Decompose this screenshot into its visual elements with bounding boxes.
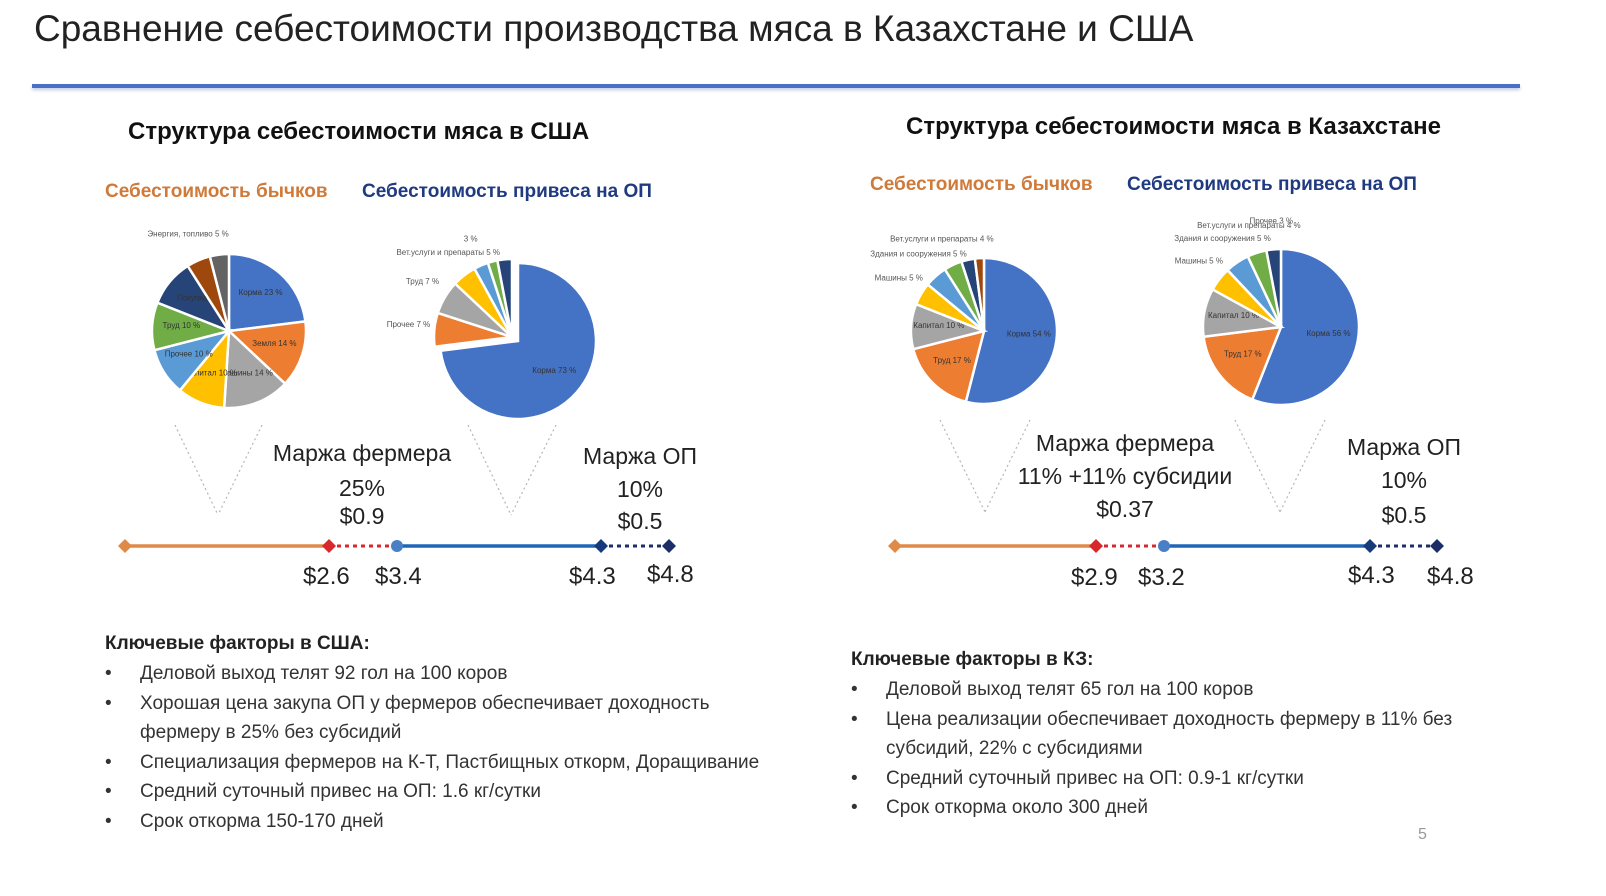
pie-data-label: Машины 5 % [1175,256,1223,265]
pie-slice [227,252,307,333]
pie-slice [495,257,514,338]
list-item: Специализация фермеров на К-Т, Пастбищны… [105,748,805,778]
timeline-point [391,540,403,552]
kz-factors-title: Ключевые факторы в КЗ: [851,649,1094,670]
usa-feedlot-label: Себестоимость привеса на ОП [362,181,652,202]
list-item: Средний суточный привес на ОП: 1.6 кг/су… [105,777,805,807]
list-item: Деловой выход телят 92 гол на 100 коров [105,659,805,689]
pie-slice [439,261,598,421]
pie-data-label: Вет.услуги и препараты 5 % [396,248,500,257]
kz-feedlot-margin-value: $0.5 [1381,502,1427,528]
timeline-point [1089,539,1103,553]
funnel-line [1279,419,1326,513]
pie-data-label: Энергия, топливо 5 % [147,229,228,238]
timeline-point [322,539,336,553]
pie-slice [964,256,1059,406]
pie-slice [911,329,986,404]
timeline-point [1158,540,1170,552]
kz-farmer-margin-percent: 11% +11% субсидии [1017,463,1233,489]
usa-farmer-margin-label: Маржа фермера [272,440,452,466]
pie-data-label: Вет.услуги и препараты 4 % [1197,221,1301,230]
pie-slice [1264,247,1283,328]
usa-price-4: $4.8 [647,561,694,588]
usa-factors-title: Ключевые факторы в США: [105,633,370,654]
kz-price-2: $3.2 [1138,564,1185,591]
funnel-line [939,419,986,513]
usa-calves-label: Себестоимость бычков [105,181,328,202]
funnel-line [1234,419,1281,513]
kz-panel-title: Структура себестоимости мяса в Казахстан… [906,113,1442,140]
usa-feedlot-margin-percent: 10% [616,476,664,502]
pie-slice [208,252,231,332]
pie-data-label: Прочее 3 % [1249,216,1293,225]
kz-price-1: $2.9 [1071,564,1118,591]
pie-data-label: Здания и сооружения 5 % [1174,234,1271,243]
list-item: Срок откорма 150-170 дней [105,807,805,837]
pie-data-label: Труд 17 % [1224,350,1262,359]
list-item: Деловой выход телят 65 гол на 100 коров [851,675,1501,705]
kz-feedlot-margin-label: Маржа ОП [1347,434,1461,460]
kz-price-3: $4.3 [1348,562,1395,589]
kz-calves-label: Себестоимость бычков [870,174,1093,195]
timeline-start-point [888,539,902,553]
pie-data-label: Здания и сооружения 5 % [870,250,967,259]
usa-factors-list: Деловой выход телят 92 гол на 100 коров … [105,659,805,836]
usa-feedlot-margin-value: $0.5 [617,508,663,534]
usa-price-3: $4.3 [569,563,616,590]
pie-data-label: Труд 17 % [933,356,971,365]
timeline-point [1363,539,1377,553]
list-item: Хорошая цена закупа ОП у фермеров обеспе… [105,689,750,748]
kz-farmer-margin-value: $0.37 [1096,496,1154,522]
kz-price-4: $4.8 [1427,563,1474,590]
pie-data-label: Земля 14 % [252,339,296,348]
usa-price-2: $3.4 [375,563,422,590]
pie-data-label: Капитал 10 % [1208,311,1259,320]
pie-slice [1250,247,1361,407]
funnel-line [217,424,263,516]
timeline-point [662,539,676,553]
funnel-line [510,424,557,516]
pie-data-label: Труд 10 % [163,321,201,330]
pie-data-label: Капитал 10 % [913,321,964,330]
usa-farmer-margin-percent: 25% [338,475,386,501]
usa-farmer-margin-value: $0.9 [339,503,385,529]
pie-data-label: Корма 54 % [1007,330,1051,339]
funnel-line [467,424,512,516]
pie-slice [973,256,986,332]
usa-price-1: $2.6 [303,563,350,590]
list-item: Средний суточный привес на ОП: 0.9-1 кг/… [851,764,1501,794]
page-title: Сравнение себестоимости производства мяс… [34,8,1194,49]
pie-data-label: 3 % [464,235,478,244]
kz-farmer-margin-label: Маржа фермера [1035,430,1215,456]
timeline-point [1430,539,1444,553]
pie-data-label: Машины 5 % [875,274,923,283]
title-rule [32,84,1520,88]
kz-feedlot-margin-percent: 10% [1380,467,1428,493]
pie-data-label: Машины 14 % [220,368,273,377]
pie-slice [226,319,308,386]
funnel-line [174,424,219,516]
list-item: Цена реализации обеспечивает доходность … [851,705,1516,764]
list-item: Срок откорма около 300 дней [851,793,1501,823]
page-number: 5 [1418,826,1427,843]
usa-feedlot-margin-label: Маржа ОП [583,443,697,469]
pie-data-label: Прочее 10 % [165,350,213,359]
timeline-start-point [118,539,132,553]
kz-factors-list: Деловой выход телят 65 гол на 100 коров … [851,675,1501,823]
timeline-point [594,539,608,553]
pie-data-label: Корма 56 % [1307,329,1351,338]
pie-data-label: Прочее 7 % [387,320,431,329]
pie-data-label: Корма 23 % [239,288,283,297]
usa-panel-title: Структура себестоимости мяса в США [128,118,590,145]
pie-data-label: Корма 73 % [532,366,576,375]
pie-slice [1202,325,1283,402]
funnel-line [984,419,1031,513]
kz-feedlot-label: Себестоимость привеса на ОП [1127,174,1417,195]
pie-slice [222,328,287,410]
pie-data-label: Покупка [177,294,208,303]
pie-data-label: Труд 7 % [406,277,439,286]
pie-data-label: Капитал 10 % [186,368,237,377]
pie-data-label: Вет.услуги и препараты 4 % [890,234,994,243]
